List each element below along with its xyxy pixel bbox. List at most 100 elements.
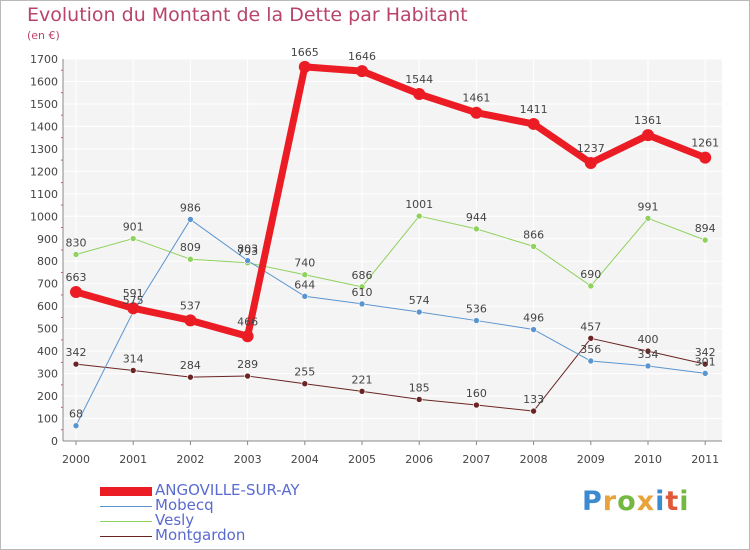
data-point <box>298 60 311 73</box>
data-point <box>301 292 309 300</box>
data-label: 1361 <box>634 114 662 127</box>
data-label: 690 <box>580 268 601 281</box>
legend-swatch <box>100 521 152 522</box>
data-point <box>527 117 540 130</box>
data-point <box>72 422 80 430</box>
data-label: 986 <box>180 201 201 214</box>
y-tick-label: 1600 <box>30 75 58 88</box>
x-tick-label: 2006 <box>405 453 433 466</box>
data-point <box>358 388 366 395</box>
data-label: 663 <box>66 271 87 284</box>
data-label: 1411 <box>520 103 548 116</box>
y-tick-label: 1000 <box>30 210 58 223</box>
data-label: 901 <box>123 221 144 234</box>
data-point <box>473 317 480 324</box>
data-point <box>301 380 309 388</box>
data-label: 537 <box>180 299 201 312</box>
series-line <box>75 218 706 427</box>
data-point <box>530 326 537 333</box>
data-point <box>70 286 82 299</box>
legend-label: Montgardon <box>155 526 246 544</box>
y-tick-label: 600 <box>37 300 58 313</box>
data-label: 575 <box>123 294 144 307</box>
legend-swatch <box>100 536 152 537</box>
chart-subtitle: (en €) <box>27 29 60 42</box>
data-point <box>413 88 426 101</box>
data-label: 644 <box>294 278 315 291</box>
data-label: 496 <box>523 312 544 325</box>
data-point <box>415 308 423 316</box>
y-tick-label: 0 <box>51 435 58 448</box>
data-label: 342 <box>66 346 87 359</box>
data-label: 1237 <box>577 142 605 155</box>
y-tick-label: 400 <box>37 345 58 358</box>
legend-label: Mobecq <box>155 496 214 514</box>
chart-title: Evolution du Montant de la Dette par Hab… <box>27 4 468 26</box>
data-label: 686 <box>352 269 373 282</box>
data-point <box>701 360 709 368</box>
data-label: 610 <box>352 286 373 299</box>
logo-letter: i <box>679 486 690 517</box>
x-tick-label: 2002 <box>176 453 204 466</box>
data-label: 991 <box>638 200 659 213</box>
x-tick-label: 2005 <box>348 453 376 466</box>
y-tick-label: 1400 <box>30 120 58 133</box>
x-tick-label: 2007 <box>462 453 490 466</box>
data-label: 1646 <box>348 50 376 63</box>
proxiti-logo: Proxiti <box>582 486 690 517</box>
x-tick-label: 2008 <box>520 453 548 466</box>
data-label: 830 <box>66 236 87 249</box>
data-label: 536 <box>466 303 487 316</box>
data-point <box>129 235 137 242</box>
legend-label: ANGOVILLE-SUR-AY <box>155 481 300 499</box>
y-tick-label: 100 <box>37 413 58 426</box>
logo-letter: P <box>582 486 603 517</box>
data-label: 793 <box>237 245 258 258</box>
logo-letter: r <box>602 486 618 517</box>
data-point <box>358 283 366 291</box>
data-point <box>72 360 80 368</box>
data-point <box>530 407 537 415</box>
logo-letter: t <box>665 486 680 517</box>
data-point <box>187 373 194 381</box>
data-label: 944 <box>466 211 487 224</box>
x-tick-label: 2010 <box>634 453 662 466</box>
data-point <box>470 106 483 119</box>
data-label: 574 <box>409 294 430 307</box>
data-label: 591 <box>123 287 144 300</box>
x-tick-label: 2003 <box>234 453 262 466</box>
series-line <box>75 337 706 412</box>
data-label: 334 <box>638 348 659 361</box>
data-point <box>72 251 80 258</box>
y-tick-label: 1200 <box>30 165 58 178</box>
data-point <box>127 302 140 315</box>
y-tick-label: 900 <box>37 233 58 246</box>
x-tick-label: 2009 <box>577 453 605 466</box>
legend-label: Vesly <box>155 511 195 529</box>
data-label: 221 <box>352 373 373 386</box>
x-tick-label: 2011 <box>691 453 719 466</box>
data-point <box>642 129 654 142</box>
data-point <box>415 212 423 220</box>
logo-letter: i <box>655 486 666 517</box>
data-label: 809 <box>180 241 201 254</box>
legend-swatch <box>100 487 152 496</box>
data-point <box>530 243 537 250</box>
y-tick-label: 300 <box>37 368 58 381</box>
data-point <box>241 330 254 343</box>
plot-area <box>63 59 722 441</box>
data-label: 68 <box>69 408 83 421</box>
data-label: 314 <box>123 352 144 365</box>
y-tick-label: 1300 <box>30 143 58 156</box>
data-point <box>644 347 652 355</box>
x-tick-label: 2001 <box>119 453 147 466</box>
data-point <box>473 401 480 409</box>
data-label: 342 <box>695 346 716 359</box>
data-point <box>187 216 194 223</box>
data-label: 301 <box>695 355 716 368</box>
logo-letter: x <box>636 486 656 517</box>
data-label: 466 <box>237 315 258 328</box>
data-point <box>244 372 251 380</box>
data-point <box>699 151 712 164</box>
